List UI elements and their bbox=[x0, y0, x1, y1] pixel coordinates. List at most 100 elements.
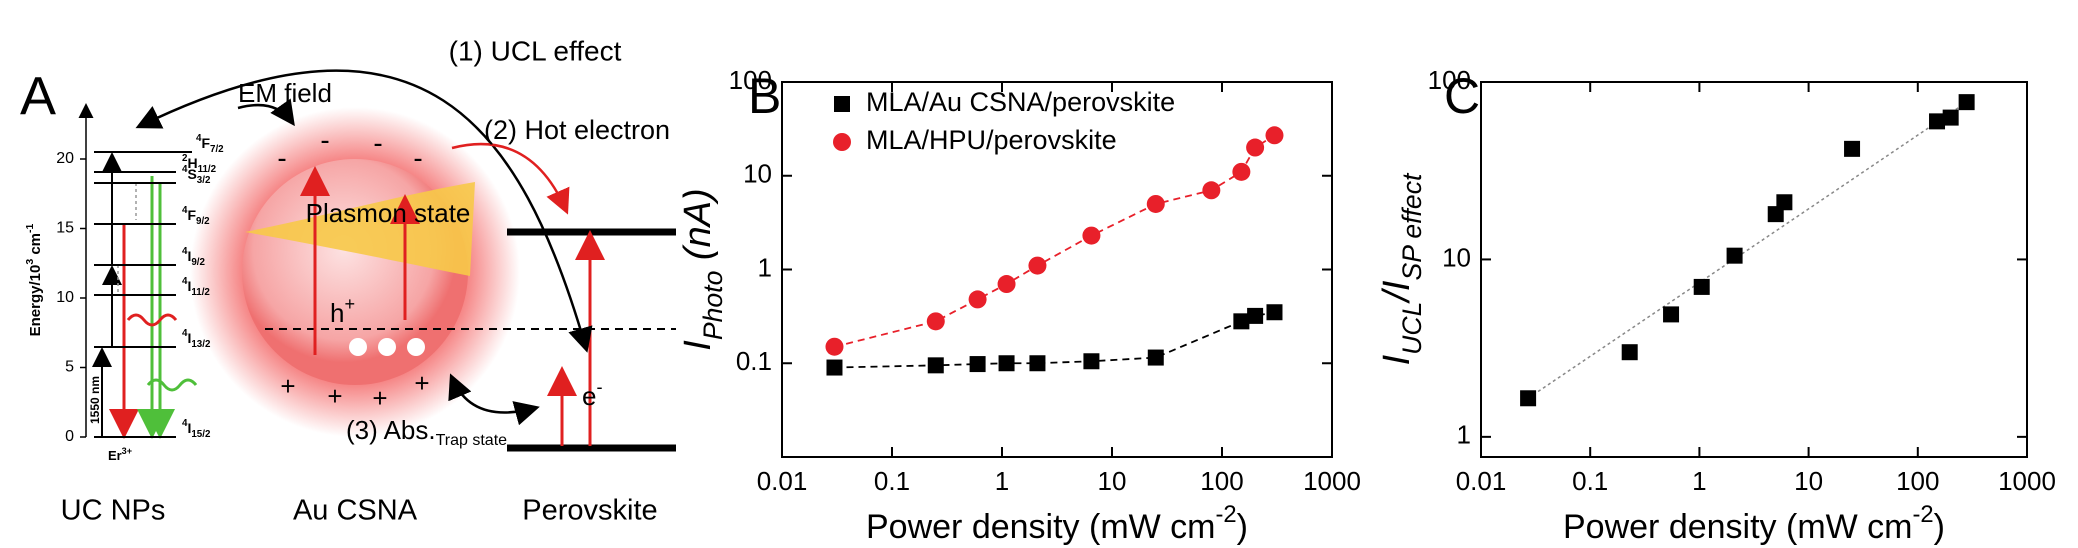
hot-electron-label: (2) Hot electron bbox=[484, 115, 670, 145]
y-axis-label-part: UCL bbox=[1397, 302, 1427, 355]
hole bbox=[349, 338, 367, 356]
component-label: UC NPs bbox=[61, 495, 166, 527]
trend-line bbox=[834, 134, 1275, 348]
point bbox=[1029, 355, 1046, 372]
abs-label: (3) Abs.Trap state bbox=[346, 415, 507, 449]
point bbox=[969, 356, 986, 373]
charge-sign: - bbox=[413, 142, 422, 173]
y-axis-label-part: I bbox=[677, 340, 719, 351]
level-main: I bbox=[187, 330, 191, 346]
panel-label: B bbox=[748, 68, 781, 124]
level-main: I bbox=[187, 248, 191, 264]
energy-tick-label: 20 bbox=[56, 150, 74, 167]
level-sup: 4 bbox=[182, 246, 188, 257]
level-label: 4F9/2 bbox=[182, 205, 210, 227]
point bbox=[997, 275, 1016, 294]
electron-label: e- bbox=[582, 377, 603, 411]
point bbox=[1232, 162, 1251, 181]
hole-label: h+ bbox=[330, 294, 355, 328]
plasmon-label: Plasmon state bbox=[306, 198, 471, 228]
level-sub: 13/2 bbox=[191, 339, 211, 350]
panel-label: C bbox=[1444, 68, 1480, 124]
point bbox=[1147, 349, 1164, 366]
point bbox=[1520, 390, 1537, 407]
point bbox=[926, 312, 945, 331]
y-tick-label: 100 bbox=[1428, 65, 1471, 95]
y-axis-label: IUCL/ISP effect bbox=[1376, 172, 1427, 365]
level-label: 4I11/2 bbox=[182, 276, 210, 298]
y-axis-label: IPhoto (nA) bbox=[677, 188, 728, 350]
y-axis-label-part: SP effect bbox=[1397, 172, 1427, 281]
level-sub: 9/2 bbox=[196, 216, 210, 227]
x-tick-label: 0.1 bbox=[874, 466, 910, 496]
em-label: EM field bbox=[238, 78, 332, 108]
x-tick-label: 100 bbox=[1896, 466, 1939, 496]
level-sub: 11/2 bbox=[191, 287, 210, 298]
level-label: 4F7/2 bbox=[196, 133, 224, 155]
charge-sign: + bbox=[327, 381, 342, 411]
charge-sign: + bbox=[414, 368, 429, 398]
x-axis-label-part: Power density (mW cm bbox=[1563, 508, 1913, 546]
level-main: F bbox=[187, 207, 196, 223]
x-tick-label: 0.01 bbox=[757, 466, 808, 496]
level-sup: 4 bbox=[182, 164, 188, 175]
x-tick-label: 1 bbox=[1692, 466, 1706, 496]
y-tick-label: 10 bbox=[743, 159, 772, 189]
trend-line bbox=[834, 311, 1275, 369]
point bbox=[1082, 226, 1101, 245]
point bbox=[825, 337, 844, 356]
level-sub: 9/2 bbox=[191, 257, 205, 268]
point bbox=[1246, 138, 1265, 157]
x-tick-label: 1000 bbox=[1303, 466, 1361, 496]
energy-tick-label: 0 bbox=[65, 428, 74, 445]
x-axis-label-part: -2 bbox=[1216, 501, 1237, 528]
plot-frame bbox=[1480, 81, 2028, 458]
hole bbox=[407, 338, 425, 356]
charge-sign: - bbox=[320, 124, 329, 155]
point bbox=[1844, 140, 1861, 157]
energy-tick-label: 15 bbox=[56, 220, 74, 237]
y-tick-label: 0.1 bbox=[736, 346, 772, 376]
wave bbox=[146, 378, 198, 392]
component-label: Au CSNA bbox=[293, 495, 418, 527]
level-sub: 7/2 bbox=[210, 144, 224, 155]
level-sup: 2 bbox=[182, 153, 188, 164]
level-label: 2H11/2 bbox=[182, 153, 217, 175]
level-sub: 11/2 bbox=[198, 164, 217, 175]
level-sup: 4 bbox=[182, 205, 188, 216]
y-axis-label-part: I bbox=[1376, 354, 1418, 365]
point bbox=[1621, 344, 1638, 361]
y-axis-label-part: Photo bbox=[698, 271, 728, 341]
x-axis-label: Power density (mW cm-2) bbox=[1563, 501, 1945, 546]
x-axis-label-part: Power density (mW cm bbox=[866, 508, 1216, 546]
x-axis-label-part: ) bbox=[1237, 508, 1248, 546]
hole bbox=[378, 338, 396, 356]
level-label: 4I15/2 bbox=[182, 418, 211, 440]
level-sub: 3/2 bbox=[197, 175, 211, 186]
panel-label: A bbox=[20, 66, 56, 126]
abs-arrow bbox=[448, 373, 540, 426]
point bbox=[1202, 181, 1221, 200]
point bbox=[1776, 194, 1793, 211]
point bbox=[1958, 94, 1975, 111]
ion-label: Er3+ bbox=[108, 446, 132, 463]
y-tick-label: 10 bbox=[1442, 242, 1471, 272]
point bbox=[1028, 256, 1047, 275]
point bbox=[927, 357, 944, 374]
charge-sign: - bbox=[277, 142, 286, 173]
level-sup: 4 bbox=[182, 328, 188, 339]
x-tick-label: 0.1 bbox=[1572, 466, 1608, 496]
level-main: H bbox=[187, 155, 197, 171]
trend-line bbox=[1527, 101, 1968, 399]
point bbox=[1146, 194, 1165, 213]
pump-label: 1550 nm bbox=[88, 376, 102, 424]
point bbox=[1083, 353, 1100, 370]
ucl-label: (1) UCL effect bbox=[449, 35, 622, 66]
x-tick-label: 100 bbox=[1200, 466, 1243, 496]
energy-tick-label: 10 bbox=[56, 289, 74, 306]
level-main: F bbox=[201, 135, 210, 151]
point bbox=[826, 359, 843, 376]
point bbox=[1233, 313, 1250, 330]
